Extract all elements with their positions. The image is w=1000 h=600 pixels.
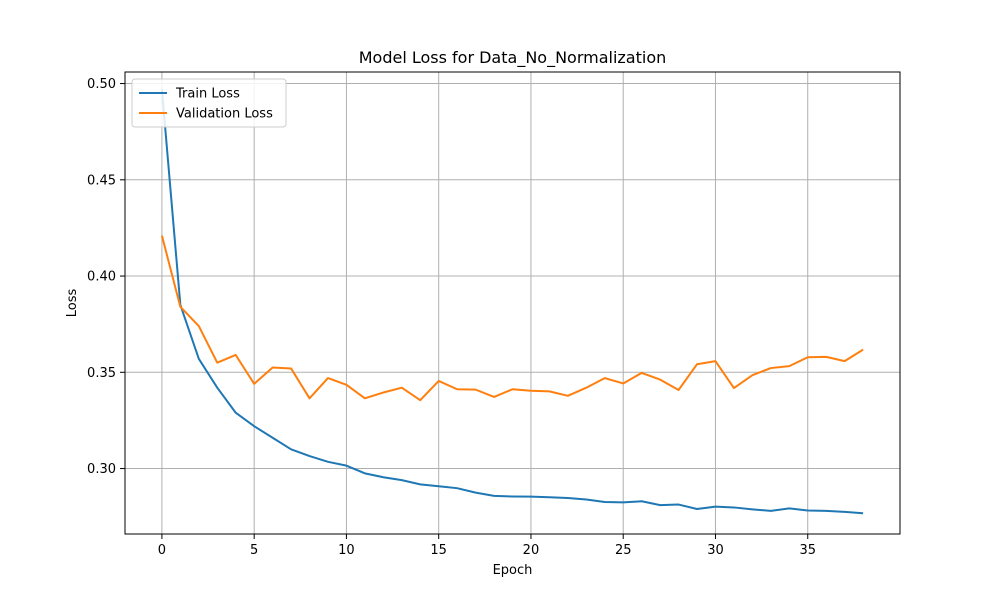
y-tick-label: 0.45 (87, 173, 116, 188)
y-tick-label: 0.50 (87, 77, 116, 92)
legend-box (131, 78, 287, 128)
chart-title: Model Loss for Data_No_Normalization (359, 48, 667, 68)
y-tick-label: 0.35 (87, 366, 116, 381)
x-tick-label: 0 (158, 543, 166, 558)
x-tick-label: 30 (707, 543, 724, 558)
y-axis-label: Loss (65, 289, 80, 318)
x-tick-label: 20 (523, 543, 540, 558)
legend: Train Loss Validation Loss (131, 78, 287, 128)
plot-series (160, 89, 864, 515)
legend-label-validation-loss: Validation Loss (176, 107, 273, 122)
axis-ticks: 0 5 10 15 20 25 30 35 0.30 0.35 0.40 0.45 0.50 (87, 77, 816, 558)
x-tick-label: 10 (338, 543, 355, 558)
x-tick-label: 5 (250, 543, 258, 558)
plot-frame (124, 71, 901, 535)
y-tick-label: 0.40 (87, 270, 116, 285)
x-axis-label: Epoch (493, 563, 533, 578)
legend-label-train-loss: Train Loss (175, 87, 240, 102)
grid (125, 72, 900, 534)
train-loss-line (160, 89, 864, 515)
x-tick-label: 15 (430, 543, 447, 558)
x-tick-label: 25 (615, 543, 632, 558)
validation-loss-line (160, 235, 864, 402)
y-tick-label: 0.30 (87, 462, 116, 477)
x-tick-label: 35 (799, 543, 816, 558)
